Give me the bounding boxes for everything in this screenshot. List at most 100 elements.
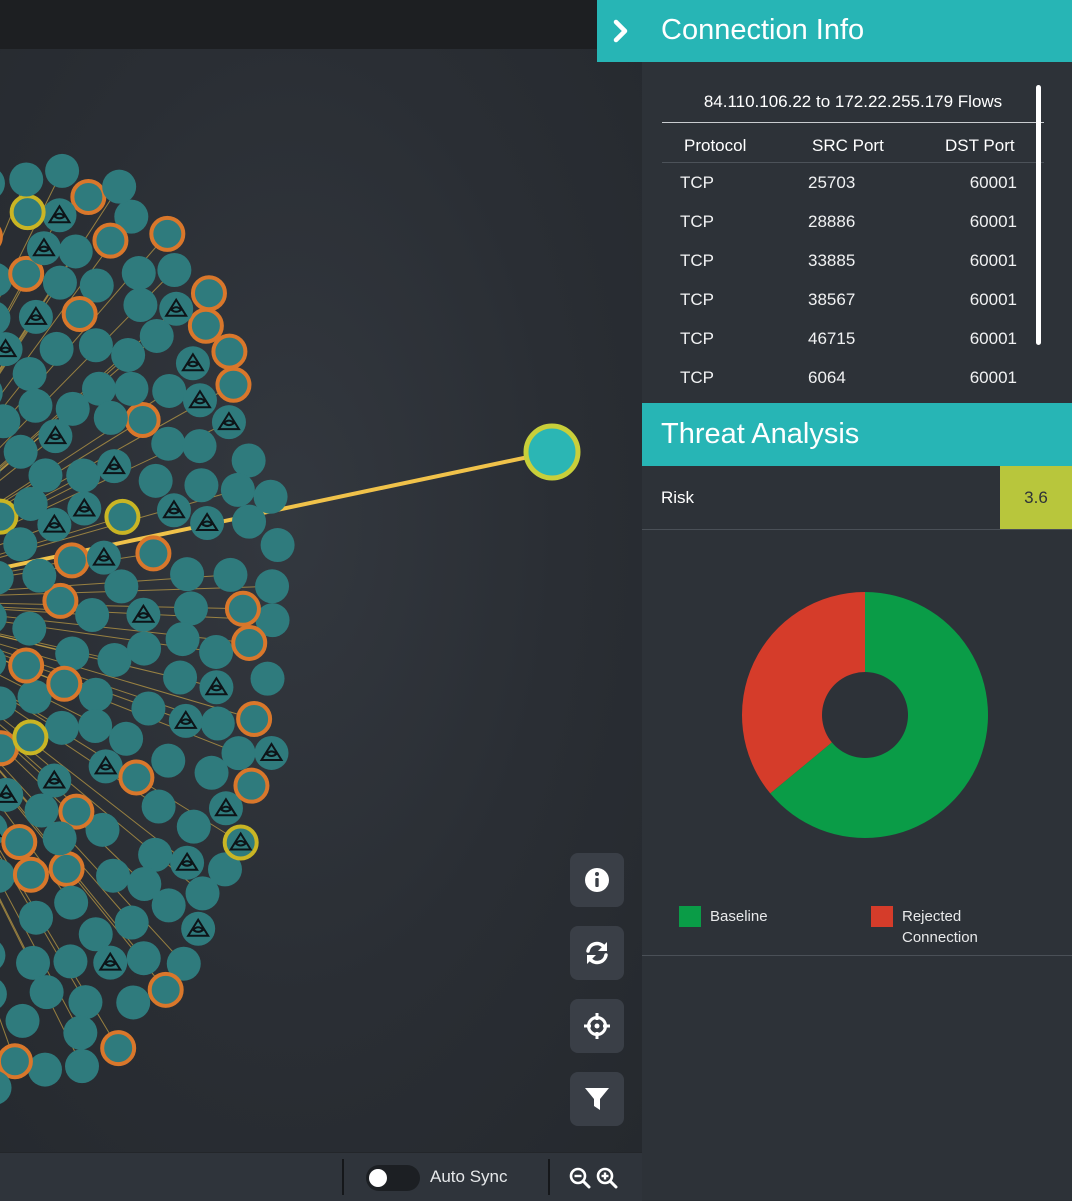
graph-node[interactable] [181, 912, 215, 946]
graph-node[interactable] [123, 288, 157, 322]
graph-node[interactable] [157, 493, 191, 527]
graph-node[interactable] [63, 1016, 97, 1050]
graph-node[interactable] [151, 218, 183, 250]
graph-node[interactable] [0, 859, 15, 893]
graph-node[interactable] [64, 298, 96, 330]
graph-node[interactable] [45, 154, 79, 188]
graph-node[interactable] [190, 310, 222, 342]
graph-node[interactable] [104, 569, 138, 603]
graph-node[interactable] [48, 668, 80, 700]
graph-node[interactable] [53, 944, 87, 978]
graph-node[interactable] [127, 867, 161, 901]
graph-node[interactable] [37, 764, 71, 798]
graph-node[interactable] [138, 838, 172, 872]
graph-node[interactable] [227, 593, 259, 625]
graph-node[interactable] [97, 643, 131, 677]
graph-node[interactable] [251, 662, 285, 696]
graph-node[interactable] [151, 427, 185, 461]
filter-button[interactable] [570, 1072, 624, 1126]
graph-node[interactable] [213, 558, 247, 592]
graph-node[interactable] [114, 372, 148, 406]
graph-node[interactable] [195, 756, 229, 790]
graph-node[interactable] [212, 405, 246, 439]
graph-node[interactable] [120, 761, 152, 793]
graph-node[interactable] [116, 985, 150, 1019]
graph-node[interactable] [235, 770, 267, 802]
auto-sync-toggle[interactable] [366, 1165, 420, 1191]
graph-node[interactable] [72, 181, 104, 213]
graph-node[interactable] [199, 635, 233, 669]
graph-node[interactable] [0, 166, 5, 200]
graph-node[interactable] [25, 794, 59, 828]
graph-node[interactable] [232, 444, 266, 478]
graph-node[interactable] [122, 256, 156, 290]
graph-node[interactable] [0, 938, 5, 972]
graph-node[interactable] [96, 859, 130, 893]
graph-node[interactable] [94, 401, 128, 435]
graph-node[interactable] [0, 301, 10, 335]
graph-node[interactable] [12, 196, 44, 228]
graph-node[interactable] [22, 559, 56, 593]
graph-node[interactable] [0, 404, 20, 438]
graph-node[interactable] [152, 374, 186, 408]
graph-node[interactable] [140, 319, 174, 353]
graph-node[interactable] [163, 661, 197, 695]
graph-node[interactable] [27, 231, 61, 265]
graph-node[interactable] [238, 703, 270, 735]
graph-node[interactable] [56, 544, 88, 576]
graph-node[interactable] [217, 369, 249, 401]
graph-node[interactable] [9, 162, 43, 196]
graph-node[interactable] [16, 946, 50, 980]
graph-node[interactable] [87, 541, 121, 575]
graph-node[interactable] [0, 1045, 31, 1077]
graph-node[interactable] [142, 790, 176, 824]
graph-node[interactable] [176, 346, 210, 380]
graph-node[interactable] [201, 707, 235, 741]
graph-node[interactable] [3, 527, 37, 561]
zoom-in-icon[interactable] [596, 1167, 618, 1189]
graph-node[interactable] [4, 435, 38, 469]
graph-node[interactable] [106, 501, 138, 533]
graph-node[interactable] [183, 383, 217, 417]
graph-node[interactable] [51, 853, 83, 885]
graph-node[interactable] [44, 585, 76, 617]
graph-node[interactable] [170, 846, 204, 880]
graph-node[interactable] [3, 826, 35, 858]
refresh-button[interactable] [570, 926, 624, 980]
graph-node[interactable] [67, 492, 101, 526]
graph-node[interactable] [193, 277, 225, 309]
graph-node[interactable] [12, 612, 46, 646]
graph-node[interactable] [93, 946, 127, 980]
info-button[interactable] [570, 853, 624, 907]
graph-node[interactable] [79, 678, 113, 712]
graph-node[interactable] [28, 1053, 62, 1087]
graph-node[interactable] [254, 480, 288, 514]
graph-node[interactable] [127, 632, 161, 666]
graph-node[interactable] [109, 722, 143, 756]
graph-node[interactable] [174, 591, 208, 625]
graph-node[interactable] [19, 901, 53, 935]
graph-node[interactable] [66, 459, 100, 493]
graph-node[interactable] [59, 234, 93, 268]
graph-node[interactable] [13, 357, 47, 391]
graph-node[interactable] [14, 487, 48, 521]
graph-node[interactable] [78, 709, 112, 743]
graph-node[interactable] [102, 1032, 134, 1064]
graph-node[interactable] [10, 650, 42, 682]
graph-node[interactable] [0, 686, 17, 720]
graph-node[interactable] [18, 389, 52, 423]
chevron-right-icon[interactable] [611, 17, 631, 45]
graph-node[interactable] [82, 372, 116, 406]
zoom-out-icon[interactable] [569, 1167, 591, 1189]
network-graph[interactable] [0, 0, 642, 1152]
graph-node[interactable] [225, 827, 257, 859]
graph-node[interactable] [184, 468, 218, 502]
graph-node[interactable] [127, 941, 161, 975]
graph-node[interactable] [0, 221, 1, 253]
graph-node[interactable] [55, 637, 89, 671]
graph-node[interactable] [54, 886, 88, 920]
table-scrollbar[interactable] [1036, 85, 1041, 345]
graph-node[interactable] [183, 429, 217, 463]
graph-node[interactable] [126, 598, 160, 632]
graph-node[interactable] [159, 292, 193, 326]
